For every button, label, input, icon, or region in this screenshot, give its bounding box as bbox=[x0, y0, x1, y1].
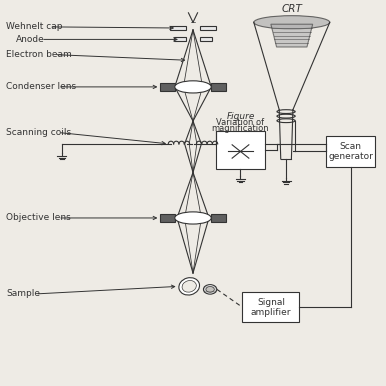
Ellipse shape bbox=[206, 286, 214, 292]
Text: Signal
amplifier: Signal amplifier bbox=[251, 298, 291, 317]
Text: Sample: Sample bbox=[6, 290, 40, 298]
Text: Scanning coils: Scanning coils bbox=[6, 128, 71, 137]
Text: Figure: Figure bbox=[226, 112, 255, 121]
FancyBboxPatch shape bbox=[326, 136, 375, 167]
Text: Scan
generator: Scan generator bbox=[328, 142, 373, 161]
Ellipse shape bbox=[175, 81, 211, 93]
FancyBboxPatch shape bbox=[174, 37, 186, 42]
Text: Condenser lens: Condenser lens bbox=[6, 82, 76, 91]
FancyBboxPatch shape bbox=[160, 214, 175, 222]
FancyBboxPatch shape bbox=[211, 83, 226, 91]
Text: CRT: CRT bbox=[281, 4, 302, 14]
Ellipse shape bbox=[179, 278, 200, 295]
Polygon shape bbox=[271, 24, 313, 47]
FancyBboxPatch shape bbox=[211, 214, 226, 222]
Text: magnification: magnification bbox=[212, 124, 269, 133]
Text: Wehnelt cap: Wehnelt cap bbox=[6, 22, 63, 31]
Text: Variation of: Variation of bbox=[217, 119, 264, 127]
Text: Anode: Anode bbox=[16, 35, 45, 44]
FancyBboxPatch shape bbox=[216, 130, 265, 169]
FancyBboxPatch shape bbox=[170, 26, 186, 30]
Ellipse shape bbox=[182, 281, 196, 292]
Text: Objective lens: Objective lens bbox=[6, 213, 71, 222]
FancyBboxPatch shape bbox=[200, 26, 216, 30]
Ellipse shape bbox=[254, 16, 330, 29]
FancyBboxPatch shape bbox=[242, 292, 300, 322]
FancyBboxPatch shape bbox=[200, 37, 212, 42]
Ellipse shape bbox=[203, 284, 217, 294]
Text: Electron beam: Electron beam bbox=[6, 50, 72, 59]
FancyBboxPatch shape bbox=[160, 83, 175, 91]
Ellipse shape bbox=[175, 212, 211, 224]
